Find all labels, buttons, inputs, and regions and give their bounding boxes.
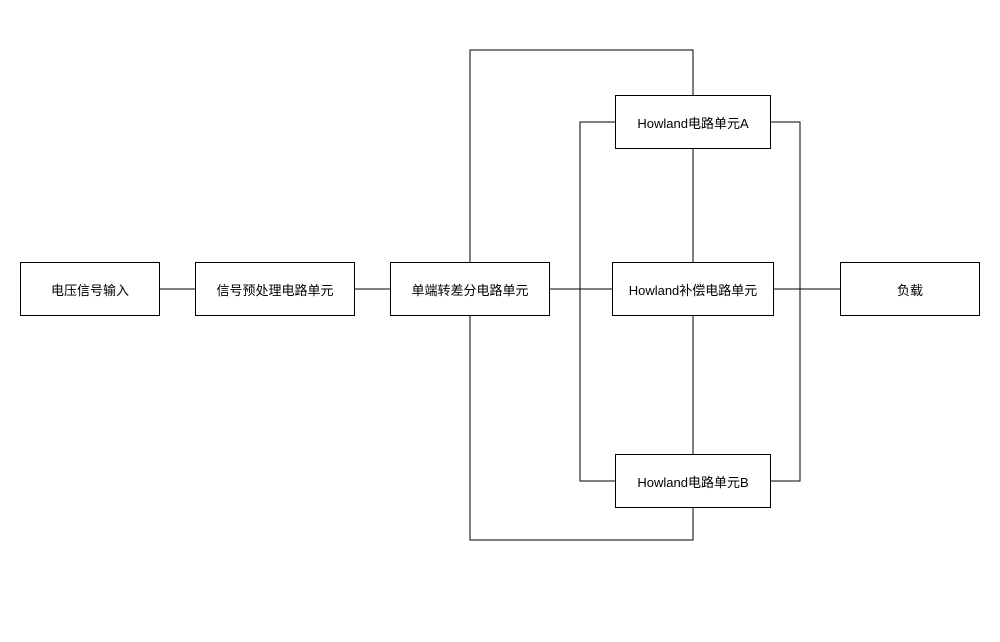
connector — [771, 289, 800, 481]
block-label: Howland补偿电路单元 — [629, 280, 758, 299]
connector — [470, 50, 693, 262]
connector — [580, 122, 615, 289]
block-b7: 负载 — [840, 262, 980, 316]
block-b4: Howland电路单元A — [615, 95, 771, 149]
block-label: 单端转差分电路单元 — [411, 280, 528, 299]
block-b3: 单端转差分电路单元 — [390, 262, 550, 316]
block-label: 负载 — [897, 280, 923, 299]
connector — [580, 289, 615, 481]
block-b1: 电压信号输入 — [20, 262, 160, 316]
block-b6: Howland电路单元B — [615, 454, 771, 508]
block-label: 信号预处理电路单元 — [216, 280, 333, 299]
block-b2: 信号预处理电路单元 — [195, 262, 355, 316]
connector — [771, 122, 800, 289]
block-label: Howland电路单元A — [637, 113, 748, 132]
connectors-layer — [0, 0, 1000, 642]
block-label: Howland电路单元B — [637, 472, 748, 491]
block-b5: Howland补偿电路单元 — [612, 262, 774, 316]
block-label: 电压信号输入 — [51, 280, 129, 299]
